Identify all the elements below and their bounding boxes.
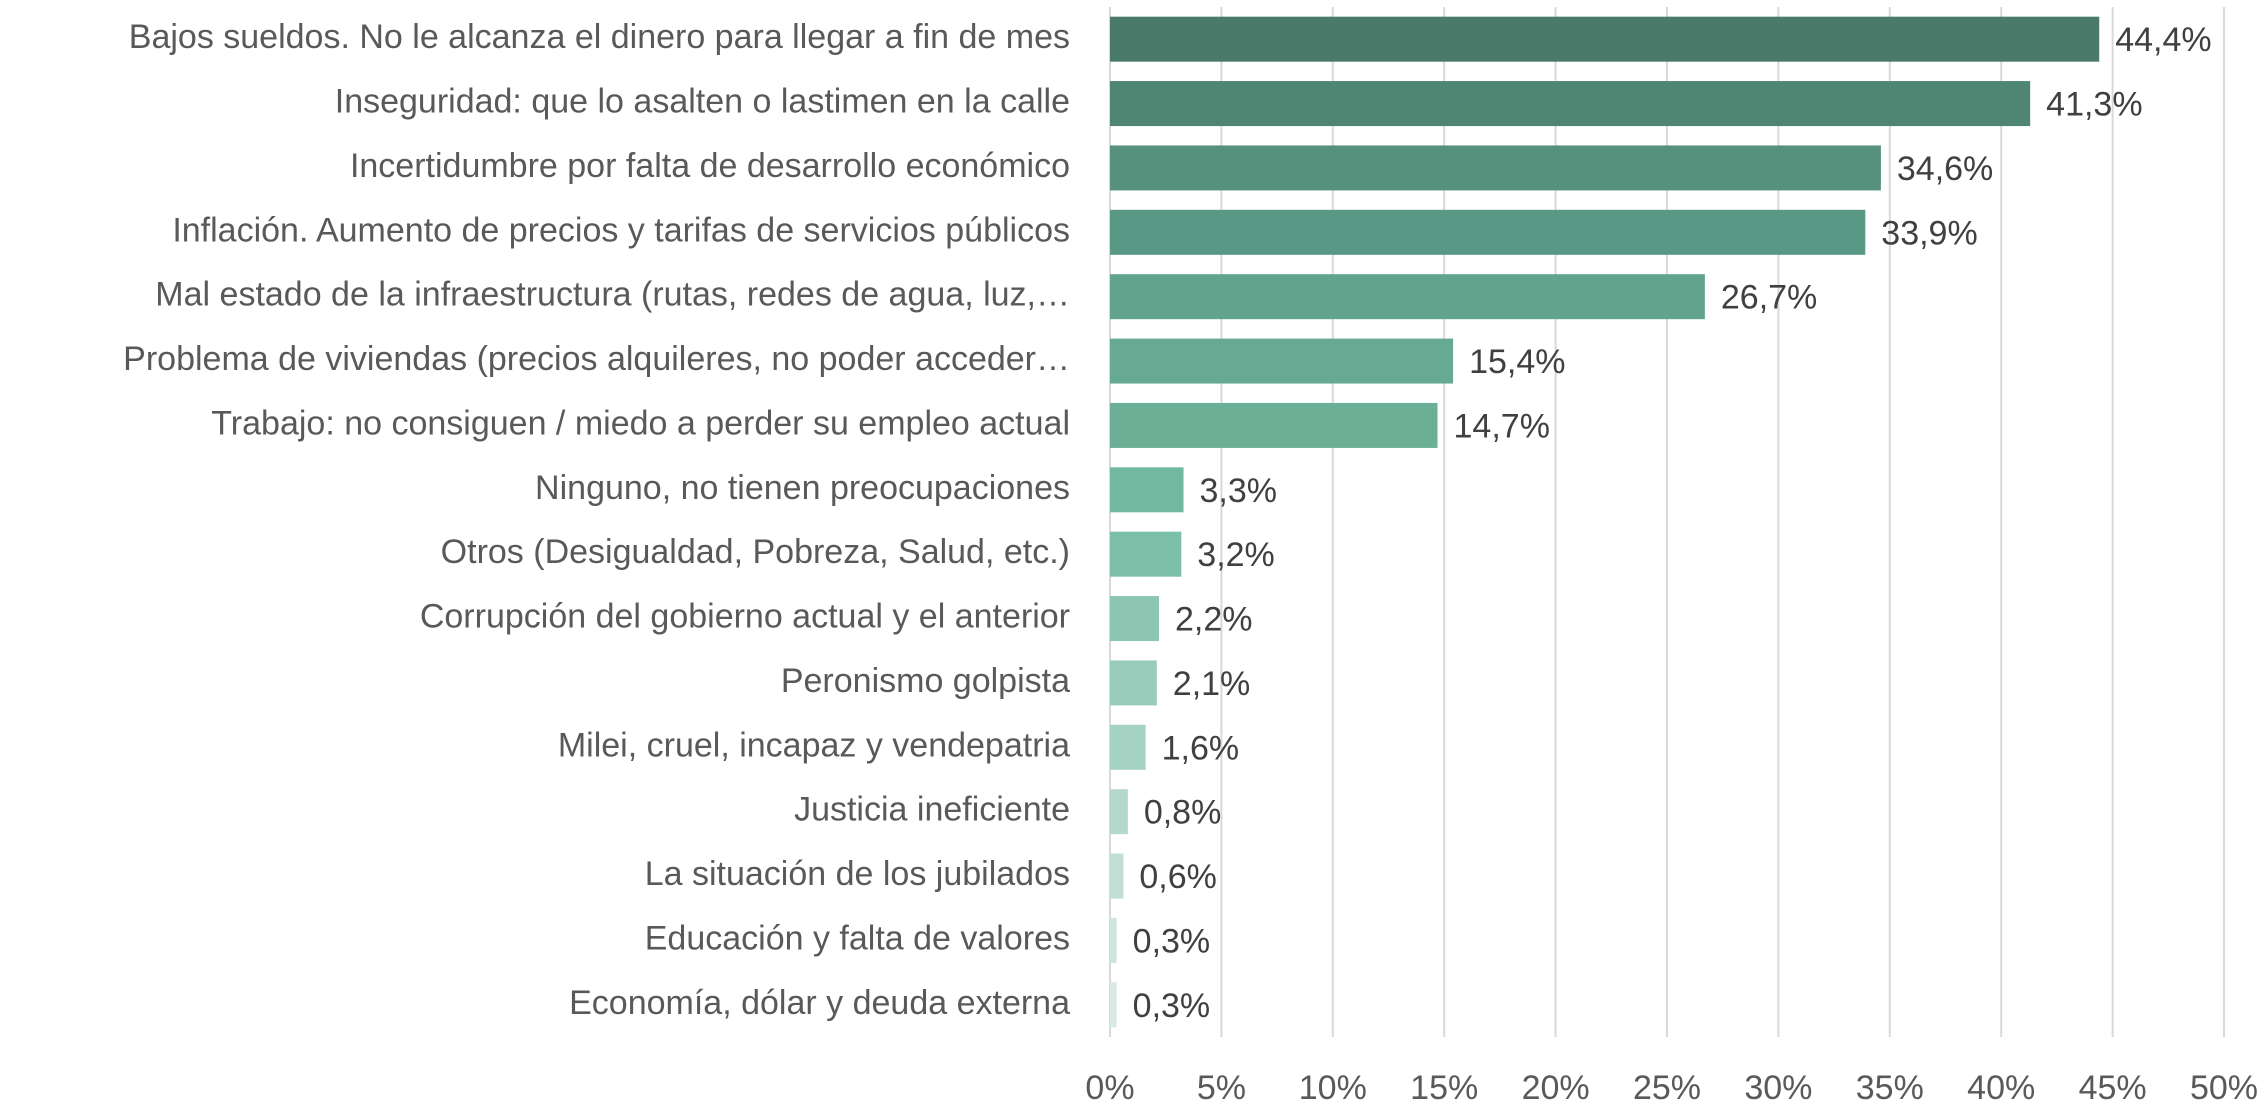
- value-label: 34,6%: [1897, 150, 1993, 188]
- bar: [1110, 982, 1117, 1028]
- value-label: 2,2%: [1175, 601, 1253, 639]
- y-tick-label: Problema de viviendas (precios alquilere…: [123, 340, 1070, 378]
- x-tick-label: 35%: [1856, 1069, 1924, 1107]
- y-tick-label: La situación de los jubilados: [645, 855, 1070, 893]
- y-tick-label: Inseguridad: que lo asalten o lastimen e…: [335, 83, 1070, 121]
- bar: [1110, 660, 1157, 706]
- x-tick-label: 40%: [1967, 1069, 2035, 1107]
- bar: [1110, 145, 1881, 191]
- y-tick-label: Bajos sueldos. No le alcanza el dinero p…: [129, 18, 1070, 56]
- y-tick-label: Corrupción del gobierno actual y el ante…: [420, 598, 1070, 636]
- x-tick-label: 15%: [1410, 1069, 1478, 1107]
- x-tick-label: 5%: [1197, 1069, 1246, 1107]
- bar: [1110, 789, 1128, 835]
- bar: [1110, 402, 1438, 448]
- y-tick-label: Mal estado de la infraestructura (rutas,…: [155, 276, 1070, 314]
- y-tick-label: Milei, cruel, incapaz y vendepatria: [558, 726, 1070, 764]
- bar: [1110, 338, 1454, 384]
- value-label: 15,4%: [1469, 343, 1565, 381]
- bar: [1110, 209, 1866, 255]
- y-tick-label: Incertidumbre por falta de desarrollo ec…: [350, 147, 1070, 185]
- value-label: 0,8%: [1144, 794, 1222, 832]
- x-tick-label: 45%: [2079, 1069, 2147, 1107]
- y-tick-label: Peronismo golpista: [781, 662, 1070, 700]
- x-tick-label: 10%: [1299, 1069, 1367, 1107]
- bar: [1110, 853, 1124, 899]
- y-tick-label: Trabajo: no consiguen / miedo a perder s…: [211, 404, 1070, 442]
- y-tick-label: Inflación. Aumento de precios y tarifas …: [172, 211, 1070, 249]
- bar: [1110, 16, 2100, 62]
- bar: [1110, 531, 1182, 577]
- y-tick-label: Economía, dólar y deuda externa: [569, 984, 1070, 1022]
- value-label: 0,3%: [1133, 987, 1211, 1025]
- value-label: 14,7%: [1454, 407, 1550, 445]
- y-tick-label: Otros (Desigualdad, Pobreza, Salud, etc.…: [441, 533, 1070, 571]
- x-tick-label: 20%: [1522, 1069, 1590, 1107]
- bar: [1110, 467, 1184, 513]
- value-label: 3,2%: [1197, 536, 1275, 574]
- value-label: 3,3%: [1200, 472, 1278, 510]
- value-label: 1,6%: [1162, 729, 1240, 767]
- value-label: 26,7%: [1721, 279, 1817, 317]
- value-label: 41,3%: [2046, 86, 2142, 124]
- bar: [1110, 274, 1705, 320]
- y-tick-label: Ninguno, no tienen preocupaciones: [535, 469, 1070, 507]
- bar: [1110, 81, 2031, 127]
- value-label: 44,4%: [2115, 21, 2211, 59]
- x-tick-label: 0%: [1085, 1069, 1134, 1107]
- bar: [1110, 596, 1160, 642]
- x-tick-label: 50%: [2190, 1069, 2258, 1107]
- bar: [1110, 917, 1117, 963]
- x-tick-label: 30%: [1744, 1069, 1812, 1107]
- y-tick-label: Educación y falta de valores: [645, 919, 1070, 957]
- bar: [1110, 724, 1146, 770]
- value-label: 0,6%: [1139, 858, 1217, 896]
- x-tick-label: 25%: [1633, 1069, 1701, 1107]
- value-label: 33,9%: [1881, 214, 1977, 252]
- value-label: 0,3%: [1133, 922, 1211, 960]
- y-tick-label: Justicia ineficiente: [794, 791, 1070, 829]
- value-label: 2,1%: [1173, 665, 1251, 703]
